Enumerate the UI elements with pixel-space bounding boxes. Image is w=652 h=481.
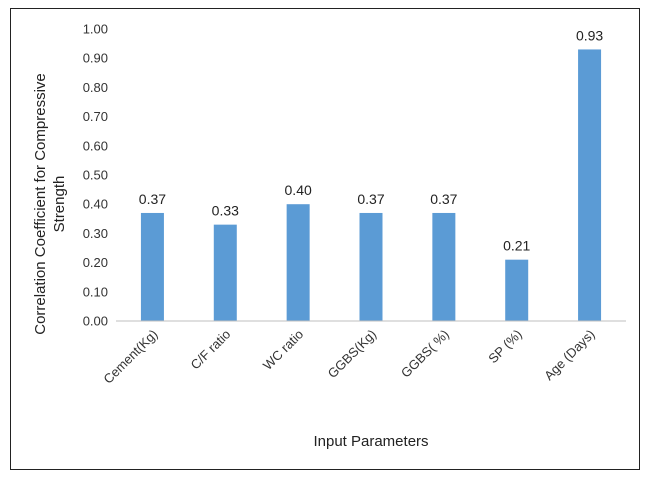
y-tick-label: 0.90 bbox=[83, 51, 108, 66]
y-tick-label: 1.00 bbox=[83, 22, 108, 37]
bar-data-label: 0.40 bbox=[285, 182, 312, 198]
bar bbox=[213, 224, 237, 321]
bars bbox=[140, 49, 602, 321]
bar bbox=[286, 204, 310, 321]
y-tick-label: 0.40 bbox=[83, 197, 108, 212]
category-label: GGBS( %) bbox=[398, 327, 452, 381]
y-tick-label: 0.30 bbox=[83, 226, 108, 241]
chart-frame: 0.00 0.10 0.20 0.30 0.40 0.50 0.60 0.70 0.80 0.90… bbox=[10, 8, 640, 470]
bar-data-label: 0.93 bbox=[576, 27, 603, 43]
category-label: Cement(Kg) bbox=[100, 327, 160, 387]
y-tick-label: 0.60 bbox=[83, 138, 108, 153]
category-label: Age (Days) bbox=[541, 327, 598, 384]
y-axis-title-line1: Correlation Coefficient for Compressive bbox=[32, 73, 49, 335]
y-tick-label: 0.50 bbox=[83, 168, 108, 183]
y-tick-label: 0.10 bbox=[83, 284, 108, 299]
y-tick-label: 0.00 bbox=[83, 314, 108, 329]
bar-data-label: 0.37 bbox=[430, 191, 457, 207]
chart-svg: 0.00 0.10 0.20 0.30 0.40 0.50 0.60 0.70 0.80 0.90… bbox=[32, 22, 626, 450]
bar bbox=[578, 49, 602, 321]
y-tick-label: 0.70 bbox=[83, 109, 108, 124]
bar bbox=[140, 212, 164, 321]
y-axis-title: Correlation Coefficient for Compressive … bbox=[32, 73, 68, 335]
bar-data-label: 0.33 bbox=[212, 203, 239, 219]
bar bbox=[359, 212, 383, 321]
category-labels: Cement(Kg) C/F ratio WC ratio GGBS(Kg) GGBS(… bbox=[100, 327, 597, 387]
y-tick-label: 0.80 bbox=[83, 80, 108, 95]
x-axis-title: Input Parameters bbox=[313, 433, 428, 450]
bar-data-label: 0.37 bbox=[357, 191, 384, 207]
category-label: GGBS(Kg) bbox=[325, 327, 380, 382]
category-label: SP (%) bbox=[485, 327, 525, 367]
bar-data-label: 0.37 bbox=[139, 191, 166, 207]
data-labels: 0.37 0.33 0.40 0.37 0.37 0.21 0.93 bbox=[139, 27, 604, 253]
bar-data-label: 0.21 bbox=[503, 238, 530, 254]
y-tick-label: 0.20 bbox=[83, 255, 108, 270]
bar bbox=[432, 212, 456, 321]
category-label: C/F ratio bbox=[188, 327, 234, 373]
category-label: WC ratio bbox=[260, 327, 306, 373]
y-axis-title-line2: Strength bbox=[51, 176, 68, 233]
bar bbox=[505, 259, 529, 321]
y-axis-ticks: 0.00 0.10 0.20 0.30 0.40 0.50 0.60 0.70 0.80 0.90… bbox=[83, 22, 108, 329]
